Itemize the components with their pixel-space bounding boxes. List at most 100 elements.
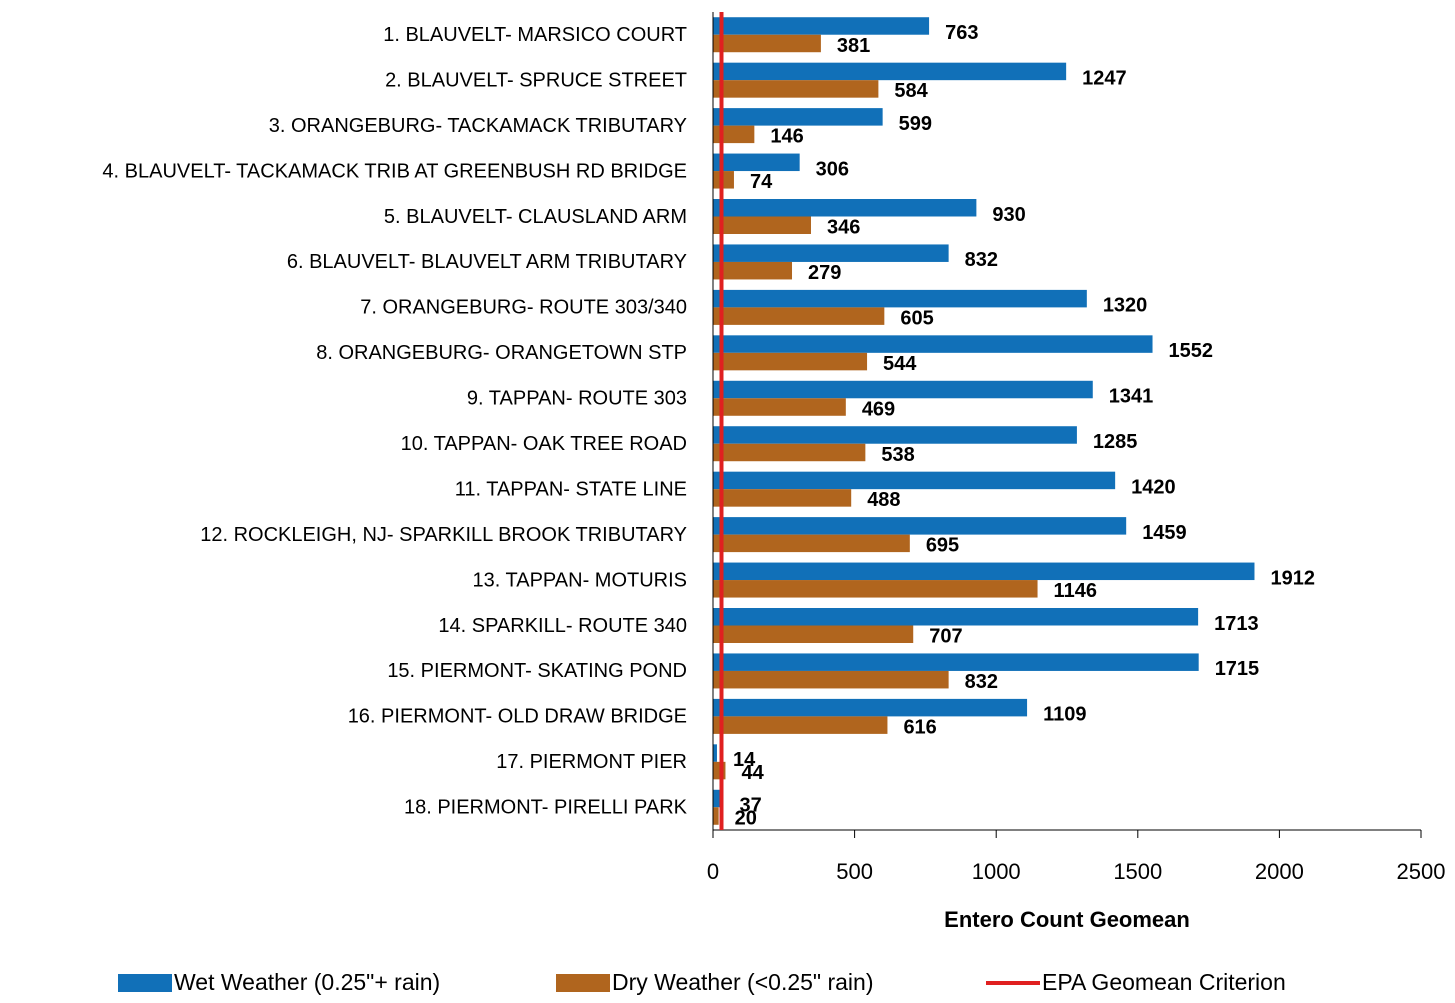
bar bbox=[713, 744, 717, 762]
value-label: 1146 bbox=[1054, 580, 1097, 602]
value-label: 544 bbox=[883, 353, 917, 375]
value-label: 1420 bbox=[1131, 476, 1176, 498]
value-label: 695 bbox=[926, 535, 959, 557]
bar bbox=[713, 17, 930, 35]
bar bbox=[713, 471, 1116, 490]
bar bbox=[713, 807, 719, 825]
value-label: 14 bbox=[733, 749, 756, 771]
bar bbox=[713, 653, 1199, 671]
x-tick-label: 1500 bbox=[1113, 859, 1162, 884]
value-label: 832 bbox=[965, 249, 998, 271]
bar bbox=[713, 426, 1077, 444]
bar bbox=[713, 443, 866, 462]
legend-label: EPA Geomean Criterion bbox=[1042, 969, 1286, 995]
x-tick-label: 2000 bbox=[1255, 859, 1304, 884]
x-tick-label: 1000 bbox=[972, 859, 1021, 884]
category-label: 13. TAPPAN- MOTURIS bbox=[473, 569, 687, 591]
bar bbox=[713, 335, 1153, 353]
bar bbox=[713, 289, 1087, 308]
value-label: 346 bbox=[827, 217, 860, 239]
bar bbox=[713, 761, 726, 780]
category-label: 10. TAPPAN- OAK TREE ROAD bbox=[401, 433, 687, 455]
value-label: 584 bbox=[894, 80, 928, 102]
value-label: 469 bbox=[862, 398, 895, 420]
bar bbox=[713, 789, 724, 808]
value-label: 1715 bbox=[1215, 658, 1260, 680]
bar bbox=[713, 199, 977, 217]
bar bbox=[713, 608, 1199, 626]
bar bbox=[713, 716, 888, 734]
bar bbox=[713, 580, 1038, 598]
bar bbox=[713, 670, 949, 689]
category-label: 14. SPARKILL- ROUTE 340 bbox=[438, 615, 687, 637]
value-label: 146 bbox=[770, 126, 803, 148]
bar bbox=[713, 698, 1028, 717]
bar bbox=[713, 307, 885, 325]
bar bbox=[713, 398, 846, 416]
value-label: 44 bbox=[741, 762, 764, 784]
value-label: 599 bbox=[899, 113, 932, 135]
value-label: 930 bbox=[992, 204, 1025, 226]
bar bbox=[713, 244, 949, 262]
x-tick-label: 0 bbox=[707, 859, 719, 884]
value-label: 1912 bbox=[1270, 567, 1315, 589]
category-label: 1. BLAUVELT- MARSICO COURT bbox=[383, 24, 687, 46]
bar bbox=[713, 153, 800, 172]
bar bbox=[713, 216, 811, 234]
value-label: 381 bbox=[837, 35, 870, 57]
value-label: 763 bbox=[945, 22, 978, 44]
category-label: 4. BLAUVELT- TACKAMACK TRIB AT GREENBUSH… bbox=[102, 160, 687, 182]
value-label: 20 bbox=[735, 807, 757, 829]
value-label: 37 bbox=[739, 795, 761, 817]
bar bbox=[713, 352, 868, 371]
bar bbox=[713, 80, 879, 98]
bar bbox=[713, 125, 755, 144]
bar bbox=[713, 534, 910, 553]
value-label: 279 bbox=[808, 262, 841, 284]
value-label: 1713 bbox=[1214, 613, 1259, 635]
bar bbox=[713, 34, 821, 53]
value-label: 74 bbox=[750, 171, 773, 193]
category-label: 9. TAPPAN- ROUTE 303 bbox=[467, 388, 687, 410]
category-label: 3. ORANGEBURG- TACKAMACK TRIBUTARY bbox=[269, 115, 687, 137]
value-label: 605 bbox=[900, 307, 933, 329]
x-tick-label: 2500 bbox=[1397, 859, 1446, 884]
x-tick-label: 500 bbox=[836, 859, 873, 884]
value-label: 832 bbox=[965, 671, 998, 693]
x-axis-title: Entero Count Geomean bbox=[944, 907, 1190, 932]
category-label: 16. PIERMONT- OLD DRAW BRIDGE bbox=[348, 706, 687, 728]
category-label: 18. PIERMONT- PIRELLI PARK bbox=[404, 797, 688, 819]
legend-swatch bbox=[556, 974, 610, 992]
value-label: 707 bbox=[929, 626, 962, 648]
value-label: 1341 bbox=[1109, 386, 1154, 408]
value-label: 306 bbox=[816, 158, 849, 180]
bar bbox=[713, 62, 1067, 81]
bar bbox=[713, 562, 1255, 581]
value-label: 1552 bbox=[1169, 340, 1214, 362]
category-label: 5. BLAUVELT- CLAUSLAND ARM bbox=[384, 206, 687, 228]
category-label: 17. PIERMONT PIER bbox=[496, 751, 687, 773]
category-label: 8. ORANGEBURG- ORANGETOWN STP bbox=[316, 342, 687, 364]
value-label: 488 bbox=[867, 489, 900, 511]
value-label: 538 bbox=[881, 444, 914, 466]
bar bbox=[713, 380, 1093, 399]
legend-label: Dry Weather (<0.25" rain) bbox=[612, 969, 873, 995]
bar bbox=[713, 625, 914, 643]
category-label: 2. BLAUVELT- SPRUCE STREET bbox=[385, 69, 687, 91]
bar bbox=[713, 517, 1127, 535]
category-label: 6. BLAUVELT- BLAUVELT ARM TRIBUTARY bbox=[287, 251, 687, 273]
bar bbox=[713, 108, 883, 126]
category-label: 12. ROCKLEIGH, NJ- SPARKILL BROOK TRIBUT… bbox=[200, 524, 687, 546]
category-label: 11. TAPPAN- STATE LINE bbox=[455, 478, 687, 500]
legend-label: Wet Weather (0.25"+ rain) bbox=[174, 969, 440, 995]
bar bbox=[713, 489, 852, 507]
value-label: 1459 bbox=[1142, 522, 1187, 544]
value-label: 1285 bbox=[1093, 431, 1138, 453]
category-label: 7. ORANGEBURG- ROUTE 303/340 bbox=[360, 297, 687, 319]
bar bbox=[713, 261, 793, 280]
category-label: 15. PIERMONT- SKATING POND bbox=[387, 660, 687, 682]
value-label: 1109 bbox=[1043, 704, 1086, 726]
value-label: 1320 bbox=[1103, 295, 1148, 317]
legend-swatch bbox=[118, 974, 172, 992]
